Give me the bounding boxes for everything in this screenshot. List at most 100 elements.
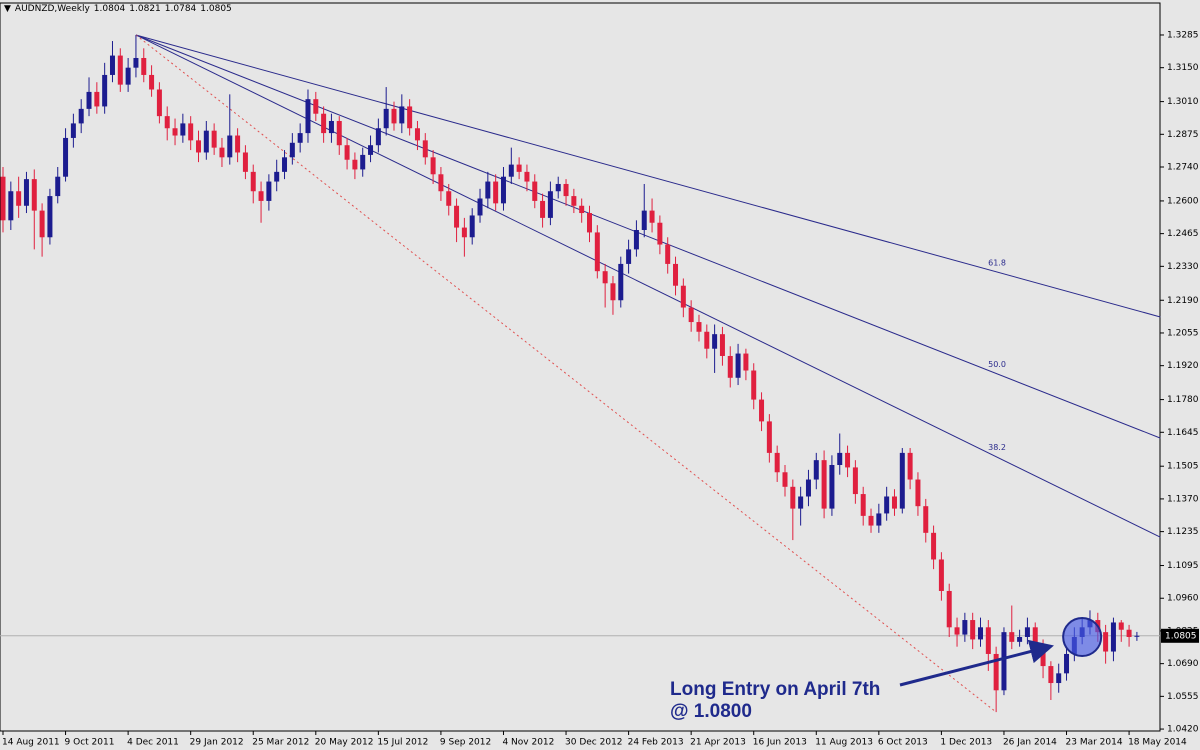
candle-body: [735, 353, 741, 378]
candle-body: [1126, 629, 1132, 638]
x-tick-label: 18 May 2014: [1128, 738, 1187, 748]
candle-body: [719, 334, 725, 356]
candle-body: [743, 353, 749, 371]
candle-body: [266, 181, 272, 201]
candle-body: [242, 152, 248, 172]
price-label-box: [1161, 628, 1199, 643]
candle-body: [438, 174, 444, 192]
fan-line: [135, 34, 1161, 318]
candle-body: [219, 147, 225, 158]
x-tick-label: 23 Mar 2014: [1066, 738, 1123, 748]
candle-body: [383, 108, 389, 129]
candle-body: [579, 205, 585, 214]
candle-body: [16, 191, 22, 206]
y-tick-label: 1.0555: [1167, 692, 1199, 702]
candle-body: [821, 460, 827, 509]
candle-body: [1009, 632, 1015, 642]
candle-body: [1001, 632, 1007, 691]
candle-body: [422, 140, 428, 158]
candle-body: [571, 196, 577, 206]
candle-body: [845, 452, 851, 468]
y-tick-label: 1.3285: [1167, 30, 1199, 40]
candle-body: [1048, 666, 1054, 684]
x-tick-label: 4 Nov 2012: [502, 738, 554, 748]
candle-body: [0, 176, 6, 221]
y-tick-label: 1.0690: [1167, 659, 1199, 669]
candle-body: [172, 128, 178, 136]
candle-body: [704, 331, 710, 349]
y-tick-label: 1.2055: [1167, 328, 1199, 338]
candle-body: [524, 171, 530, 182]
candle-body: [493, 181, 499, 204]
high-value: 1.0821: [129, 4, 161, 14]
candle-body: [133, 57, 139, 68]
candle-body: [188, 123, 194, 141]
candle-body: [766, 421, 772, 453]
price-label: 1.0805: [1165, 631, 1197, 641]
candle-body: [203, 130, 209, 153]
plot-frame: [0, 2, 1161, 732]
candle-body: [985, 627, 991, 654]
candle-body: [352, 159, 358, 170]
x-tick-label: 14 Aug 2011: [2, 738, 60, 748]
candle-body: [47, 196, 53, 238]
candle-body: [109, 55, 115, 75]
candle-body: [196, 140, 201, 153]
candle-body: [946, 590, 952, 628]
candle-body: [454, 205, 460, 228]
entry-circle: [1062, 617, 1103, 658]
candle-body: [907, 452, 913, 480]
candle-body: [899, 452, 905, 509]
candle-body: [657, 222, 663, 245]
candle-body: [70, 123, 76, 138]
candle-body: [915, 479, 921, 507]
x-tick-label: 20 May 2012: [315, 738, 374, 748]
x-tick-label: 30 Dec 2012: [565, 738, 623, 748]
candle-body: [641, 210, 647, 231]
candle-body: [665, 244, 671, 264]
candle-body: [117, 55, 123, 85]
candle-body: [649, 210, 655, 223]
y-tick-label: 1.0960: [1167, 594, 1199, 604]
y-tick-label: 1.1780: [1167, 395, 1199, 405]
candle-body: [86, 91, 92, 109]
candle-body: [1024, 627, 1030, 638]
candle-body: [227, 135, 233, 158]
candle-body: [477, 198, 483, 216]
candle-body: [805, 479, 811, 497]
x-tick-label: 25 Mar 2012: [252, 738, 309, 748]
symbol: AUDNZD,Weekly: [14, 4, 90, 14]
candle-body: [102, 74, 108, 107]
candle-body: [1056, 673, 1062, 684]
x-tick-label: 9 Sep 2012: [440, 738, 491, 748]
candle-body: [688, 307, 694, 323]
y-tick-label: 1.2330: [1167, 262, 1199, 272]
candle-body: [508, 164, 514, 177]
menu-triangle[interactable]: ▼: [4, 4, 11, 14]
open-value: 1.0804: [93, 4, 126, 14]
candle-body: [164, 116, 170, 129]
candle-body: [149, 74, 155, 90]
candle-body: [469, 215, 475, 238]
candle-body: [485, 181, 491, 199]
x-tick-label: 24 Feb 2013: [628, 738, 684, 748]
candle-body: [884, 496, 890, 514]
y-tick-label: 1.1235: [1167, 527, 1199, 537]
candle-body: [759, 399, 765, 422]
y-tick-label: 1.1505: [1167, 462, 1199, 472]
candle-body: [305, 99, 311, 134]
candle-body: [594, 232, 600, 272]
candle-body: [414, 128, 420, 141]
candle-body: [673, 263, 679, 286]
close-value: 1.0805: [200, 4, 232, 14]
candle-body: [63, 137, 69, 177]
candle-body: [235, 135, 241, 153]
candle-body: [547, 191, 553, 218]
candle-body: [602, 271, 608, 284]
x-tick-label: 26 Jan 2014: [1003, 738, 1057, 748]
candle-body: [156, 89, 162, 117]
candle-body: [555, 183, 561, 192]
low-value: 1.0784: [164, 4, 197, 14]
